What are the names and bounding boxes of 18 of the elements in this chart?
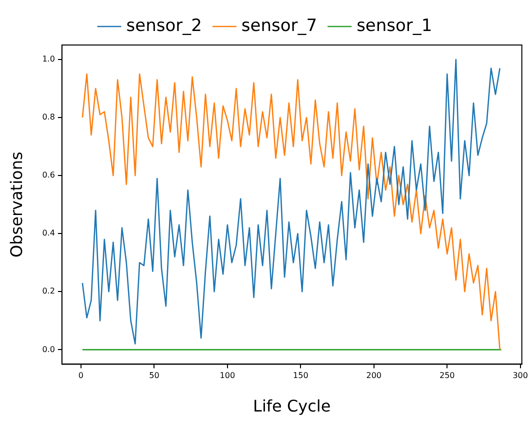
y-axis-title: Observations — [6, 152, 26, 258]
x-tick-label: 150 — [293, 371, 308, 380]
y-tick-label: 0.6 — [42, 170, 55, 180]
x-tick-label: 50 — [149, 371, 160, 380]
x-axis-title: Life Cycle — [253, 396, 331, 416]
legend-label: sensor_7 — [241, 16, 318, 36]
y-tick-label: 0.8 — [42, 112, 55, 122]
x-tick-label: 0 — [78, 371, 84, 380]
y-tick-label: 0.4 — [42, 228, 55, 238]
y-tick-label: 0.2 — [42, 286, 55, 296]
y-tick-label: 1.0 — [42, 54, 55, 64]
legend-label: sensor_1 — [356, 16, 432, 36]
y-tick-label: 0.0 — [42, 344, 55, 354]
legend-label: sensor_2 — [126, 16, 202, 36]
x-tick-label: 300 — [512, 371, 528, 380]
x-tick-label: 100 — [220, 371, 236, 380]
x-tick-label: 200 — [366, 371, 382, 380]
x-tick-label: 250 — [439, 371, 455, 380]
